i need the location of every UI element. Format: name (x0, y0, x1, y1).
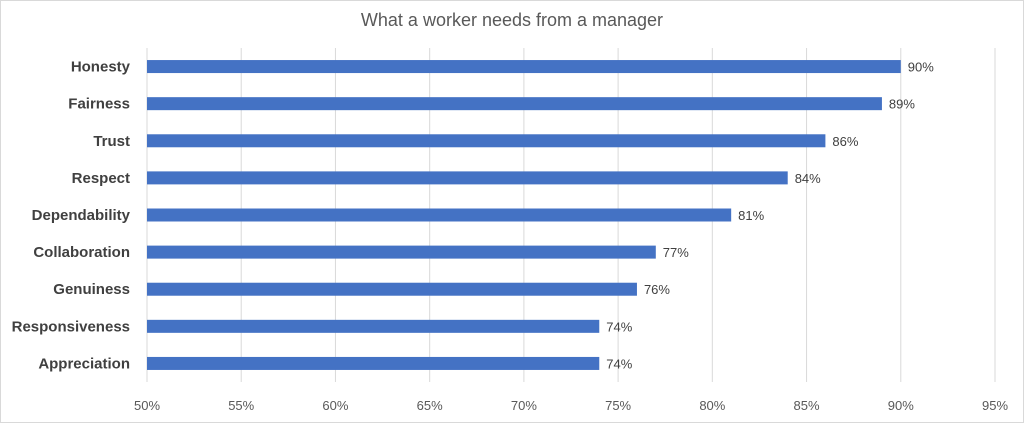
data-label: 76% (644, 282, 670, 297)
data-label: 74% (606, 356, 632, 371)
data-label: 84% (795, 171, 821, 186)
data-label: 81% (738, 208, 764, 223)
bar (147, 208, 732, 222)
data-label: 89% (889, 97, 915, 112)
category-label: Honesty (71, 59, 131, 76)
x-tick-label: 75% (605, 398, 631, 413)
x-tick-label: 55% (228, 398, 254, 413)
data-labels: 90% 89% 86% 84% 81% 77% 76% 74% 74% (606, 60, 934, 372)
x-tick-label: 85% (794, 398, 820, 413)
category-label: Collaboration (33, 244, 130, 261)
data-label: 90% (908, 60, 934, 75)
category-label: Respect (72, 170, 130, 187)
category-label: Responsiveness (12, 318, 130, 335)
bar (147, 356, 600, 370)
bar (147, 97, 882, 111)
x-tick-label: 50% (134, 398, 160, 413)
x-tick-label: 80% (699, 398, 725, 413)
bar (147, 319, 600, 333)
x-tick-label: 95% (982, 398, 1008, 413)
category-label: Appreciation (38, 355, 130, 372)
category-label: Trust (93, 133, 130, 150)
bar (147, 245, 656, 259)
category-label: Genuiness (53, 281, 130, 298)
bar (147, 134, 826, 148)
bar (147, 60, 901, 74)
data-label: 77% (663, 245, 689, 260)
data-label: 86% (832, 134, 858, 149)
x-tick-label: 60% (322, 398, 348, 413)
x-tick-label: 90% (888, 398, 914, 413)
bar (147, 171, 788, 185)
category-labels: Honesty Fairness Trust Respect Dependability… (12, 59, 131, 373)
x-tick-label: 70% (511, 398, 537, 413)
data-label: 74% (606, 319, 632, 334)
x-tick-label: 65% (417, 398, 443, 413)
category-label: Fairness (68, 96, 130, 113)
bars (147, 60, 901, 370)
x-tick-labels: 50% 55% 60% 65% 70% 75% 80% 85% 90% 95% (134, 398, 1008, 413)
bar (147, 282, 637, 296)
category-label: Dependability (32, 207, 131, 224)
chart-title: What a worker needs from a manager (360, 10, 664, 30)
